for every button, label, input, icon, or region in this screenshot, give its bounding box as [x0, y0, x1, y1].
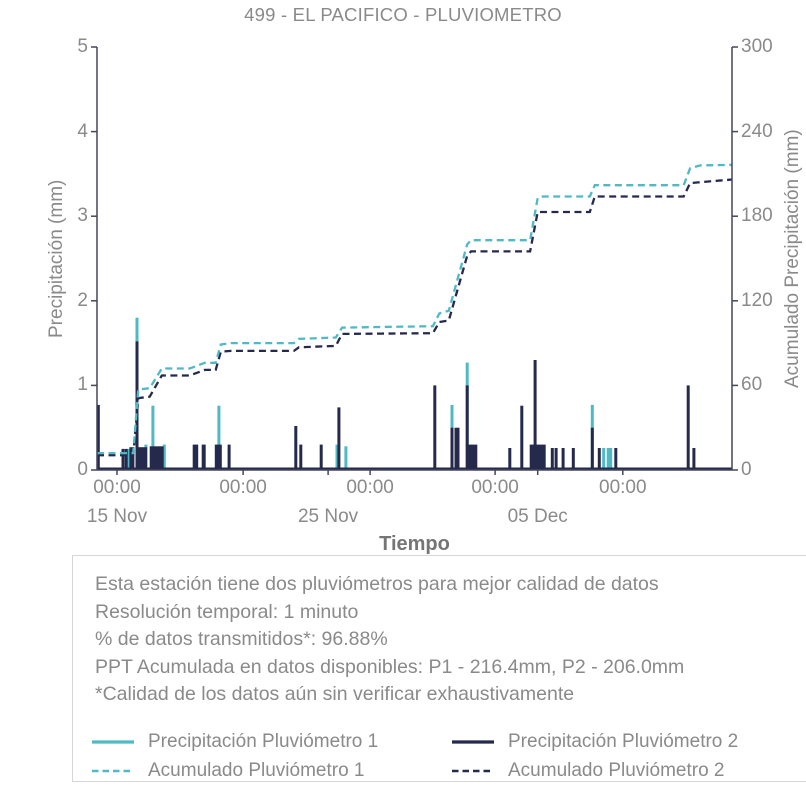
y-tick-label-right: 240	[741, 120, 773, 142]
station-notes: Esta estación tiene dos pluviómetros par…	[95, 571, 684, 709]
precip-bar	[121, 448, 125, 470]
legend-label: Precipitación Pluviómetro 1	[148, 731, 379, 752]
note-line-1: Esta estación tiene dos pluviómetros par…	[95, 573, 659, 595]
precip-bar	[533, 360, 537, 470]
precip-bar	[590, 427, 594, 470]
y-tick-label-right: 0	[741, 459, 752, 480]
precip-bar	[192, 444, 196, 470]
note-line-4: PPT Acumulada en datos disponibles: P1 -…	[95, 655, 685, 678]
precip-bar	[554, 448, 558, 470]
legend-label: Precipitación Pluviómetro 2	[508, 731, 739, 752]
precip-bar	[129, 447, 135, 470]
precip-bar	[597, 448, 601, 470]
precip-bar	[195, 444, 199, 470]
x-axis-label: Tiempo	[379, 533, 450, 555]
precip-bar	[335, 444, 339, 470]
cumulative-line	[97, 178, 733, 457]
precip-bar	[450, 427, 454, 470]
x-time-label: 00:00	[471, 477, 519, 498]
x-time-label: 00:00	[599, 477, 647, 498]
x-time-label: 00:00	[93, 477, 141, 498]
precip-bar	[692, 448, 696, 470]
precip-bar	[520, 405, 524, 470]
precip-bar	[454, 427, 460, 470]
legend-item-precip-p2: Precipitación Pluviómetro 2	[451, 729, 738, 755]
x-time-label: 00:00	[346, 477, 394, 498]
precip-bar	[609, 448, 613, 470]
y-tick-label-left: 1	[77, 374, 88, 396]
precip-bar	[465, 385, 469, 470]
x-date-label: 25 Nov	[297, 506, 359, 527]
y-tick-label-left: 5	[77, 36, 88, 57]
precip-bar	[151, 405, 155, 470]
solid-line-swatch-teal	[92, 740, 134, 744]
legend-label: Acumulado Pluviómetro 1	[148, 760, 365, 781]
dashed-line-swatch-navy	[452, 769, 494, 773]
precip-bar	[299, 444, 303, 470]
legend-item-acum-p2: Acumulado Pluviómetro 2	[451, 758, 725, 784]
precip-bar	[294, 426, 298, 470]
solid-line-swatch-navy	[452, 740, 494, 744]
precip-bar	[686, 385, 690, 470]
cumulative-line	[97, 163, 733, 455]
precip-bar	[467, 444, 478, 470]
dashed-line-swatch-teal	[92, 769, 134, 773]
precip-bar	[127, 448, 131, 470]
precip-bar	[606, 448, 610, 470]
precip-bar	[319, 444, 323, 470]
note-line-3: % de datos transmitidos*: 96.88%	[95, 628, 388, 650]
precip-bar	[138, 447, 148, 470]
station-info-box: Esta estación tiene dos pluviómetros par…	[72, 555, 806, 782]
x-date-label: 05 Dec	[507, 506, 568, 527]
precip-bar	[96, 404, 100, 470]
y-tick-label-left: 0	[77, 459, 88, 480]
precip-bar	[529, 444, 546, 470]
y-tick-label-left: 4	[77, 120, 88, 142]
precip-bar	[162, 444, 166, 470]
legend-item-precip-p1: Precipitación Pluviómetro 1	[91, 729, 378, 755]
precip-bar	[124, 448, 128, 470]
precip-bar	[337, 407, 341, 470]
note-line-5: *Calidad de los datos aún sin verificar …	[95, 683, 575, 705]
y-tick-label-right: 120	[741, 289, 773, 311]
precip-bar	[433, 385, 437, 470]
y-tick-label-right: 180	[741, 205, 773, 227]
plot-canvas	[91, 46, 738, 475]
note-line-2: Resolución temporal: 1 minuto	[95, 600, 359, 623]
precip-bar	[561, 448, 565, 470]
y-tick-label-right: 300	[741, 36, 773, 57]
legend-item-acum-p1: Acumulado Pluviómetro 1	[91, 758, 365, 784]
x-date-label: 15 Nov	[86, 506, 148, 527]
precip-bar	[149, 446, 164, 470]
y-tick-label-right: 60	[741, 374, 763, 396]
precip-bar	[571, 448, 575, 470]
y-tick-label-left: 3	[77, 205, 88, 227]
chart-title: 499 - EL PACIFICO - PLUVIOMETRO	[244, 4, 562, 25]
precip-bar	[217, 405, 221, 470]
precip-bar	[214, 444, 222, 470]
precip-bar	[508, 448, 512, 470]
precip-bar	[550, 448, 554, 470]
legend-label: Acumulado Pluviómetro 2	[508, 760, 725, 781]
x-time-label: 00:00	[219, 477, 267, 498]
precip-bar	[201, 444, 206, 470]
precip-bar	[614, 448, 618, 470]
y-tick-label-left: 2	[77, 289, 88, 311]
precip-bar	[602, 448, 606, 470]
precip-bar	[344, 446, 348, 470]
precip-bar	[227, 444, 231, 470]
